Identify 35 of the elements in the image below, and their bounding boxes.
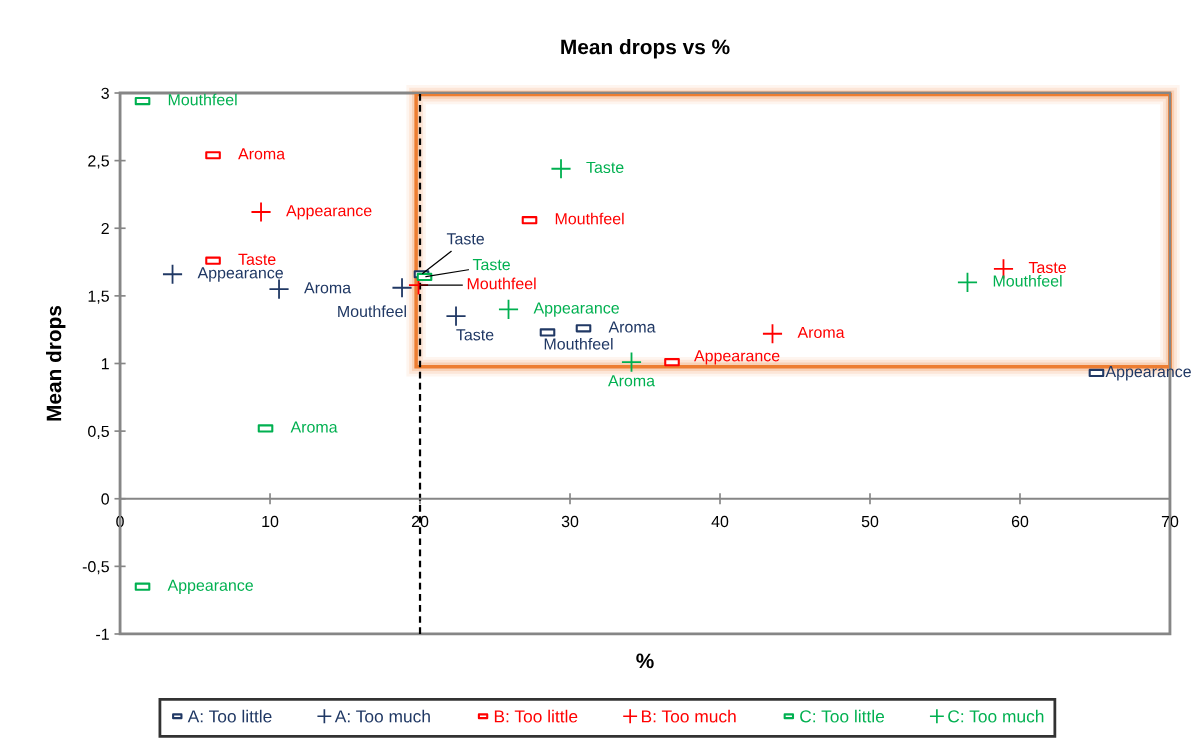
y-tick-label: 2,5	[88, 155, 109, 169]
y-tick-label: -0,5	[82, 560, 109, 575]
data-label: Mouthfeel	[168, 93, 237, 106]
x-tick-label: 10	[262, 515, 279, 528]
x-tick-label: 40	[711, 515, 729, 528]
y-tick-label: 0	[101, 493, 109, 505]
x-tick-label: 60	[1011, 515, 1029, 528]
legend-label: A: Too much	[334, 709, 430, 723]
x-tick-label: 30	[561, 515, 579, 528]
x-axis-title: %	[636, 653, 654, 669]
legend-label: B: Too little	[494, 709, 578, 723]
y-tick-label: 0,5	[88, 425, 109, 439]
chart-title: Mean drops vs %	[561, 39, 730, 59]
data-label: Aroma	[304, 282, 352, 294]
x-tick-label: 20	[411, 515, 429, 528]
y-tick-label: 1,5	[88, 290, 109, 304]
data-label: Mouthfeel	[338, 305, 406, 318]
legend-label: B: Too much	[641, 709, 736, 723]
y-axis-title: Mean drops	[46, 305, 66, 421]
legend-label: C: Too much	[948, 709, 1044, 723]
data-label: Appearance	[197, 267, 283, 282]
data-label: Appearance	[286, 205, 372, 220]
y-tick-label: 3	[101, 87, 109, 99]
data-label: Aroma	[290, 421, 338, 433]
y-tick-label: 1	[101, 358, 109, 370]
x-tick-label: 70	[1161, 515, 1179, 528]
data-label: Appearance	[167, 579, 253, 595]
data-label: Aroma	[238, 148, 286, 160]
x-tick-label: 50	[861, 515, 879, 528]
data-label: Aroma	[608, 375, 656, 387]
legend-label: C: Too little	[800, 709, 885, 723]
data-label: Taste	[238, 253, 276, 265]
legend-label: A: Too little	[187, 709, 272, 723]
y-tick-label: -1	[96, 628, 109, 640]
y-tick-label: 2	[101, 222, 109, 235]
